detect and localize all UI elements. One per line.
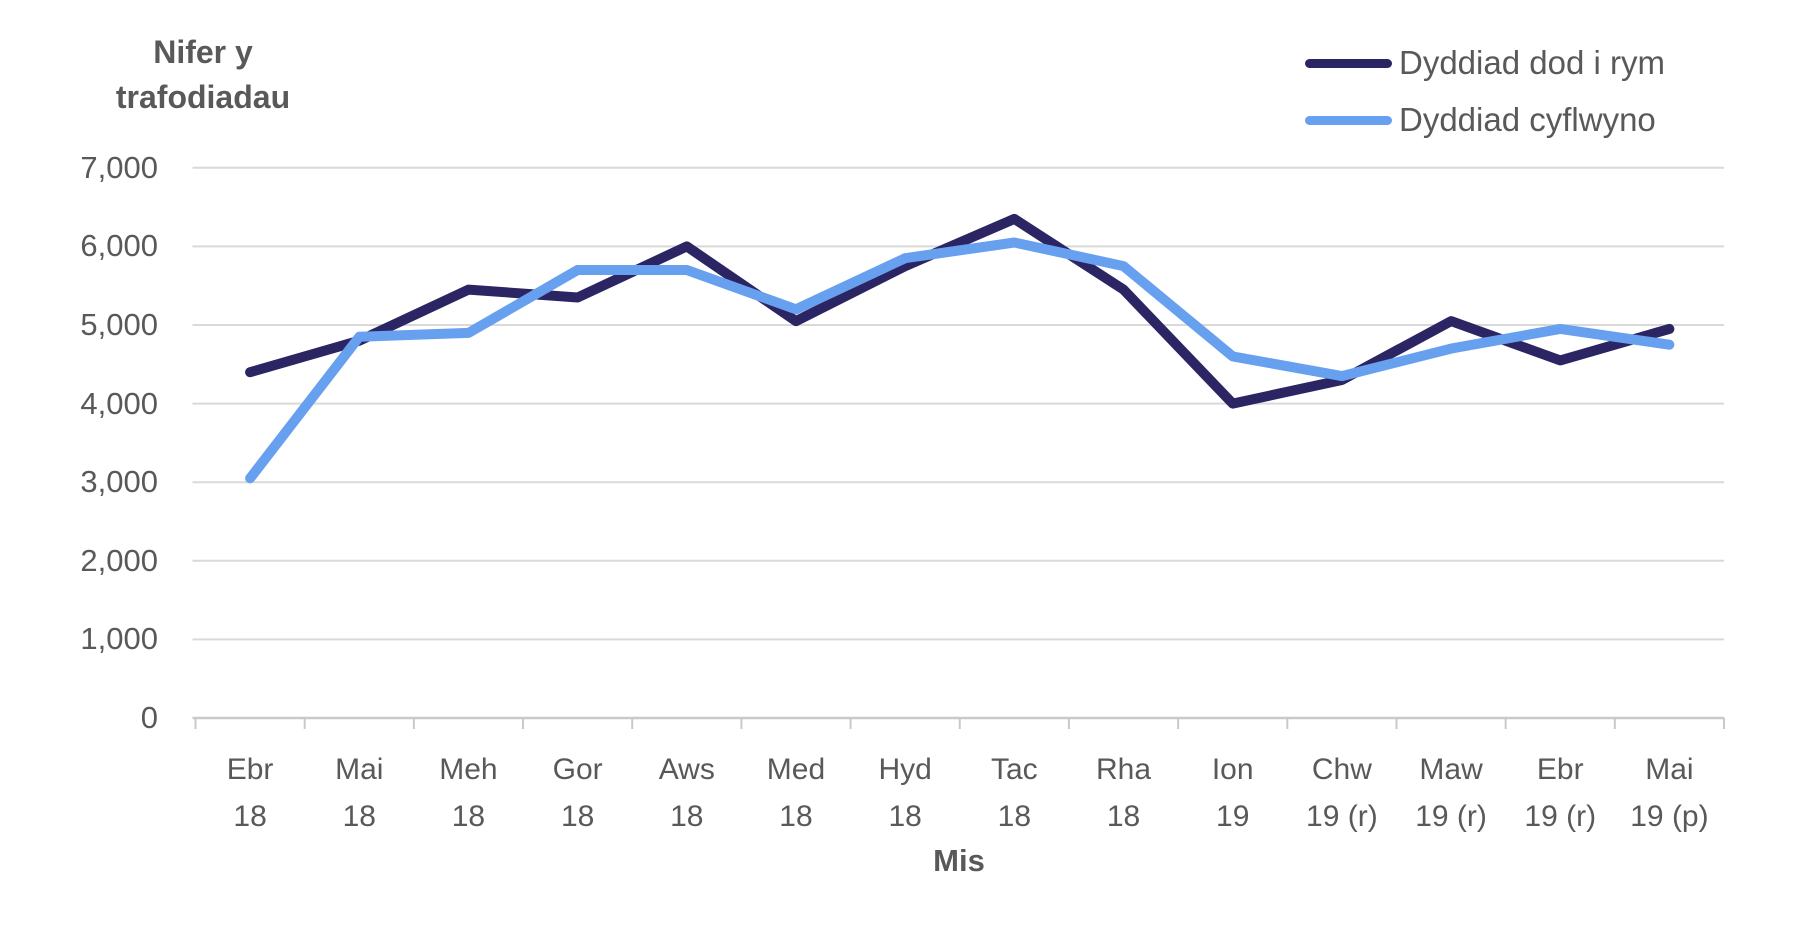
x-tick-label: Tac 18 (991, 753, 1038, 833)
y-axis-title: Nifer y trafodiadau (115, 34, 291, 115)
y-tick-label: 2,000 (80, 542, 158, 578)
y-tick-label: 3,000 (80, 464, 158, 500)
legend-line-swatch (1305, 115, 1392, 125)
x-tick-label: Rha 18 (1095, 753, 1152, 833)
x-tick-label: Chw 19 (r) (1306, 753, 1378, 833)
y-tick-label: 1,000 (80, 621, 158, 657)
x-tick-label: Hyd 18 (878, 753, 932, 833)
y-tick-label: 6,000 (80, 228, 158, 264)
x-tick-label: Maw 19 (r) (1415, 753, 1487, 833)
series-line-2 (245, 237, 1675, 484)
legend-item-2: Dyddiad cyflwyno (1305, 102, 1656, 138)
x-tick-label: Ion 19 (1211, 753, 1254, 833)
y-tick-label: 7,000 (80, 149, 158, 185)
y-tick-label: 5,000 (80, 307, 158, 342)
y-tick-label: 4,000 (80, 385, 158, 421)
y-tick-label: 0 (140, 700, 158, 735)
x-axis-title: Mis (933, 843, 985, 878)
legend-line-swatch (1305, 58, 1392, 68)
x-tick-label: Meh 18 (439, 753, 498, 833)
legend-item-1: Dyddiad dod i rym (1305, 45, 1665, 81)
legend-label: Dyddiad dod i rym (1399, 44, 1665, 81)
x-tick-label: Gor 18 (552, 753, 603, 833)
x-tick-label: Mai 18 (335, 753, 384, 833)
series-line-1 (245, 213, 1675, 409)
x-tick-label: Aws 18 (658, 753, 715, 833)
x-tick-label: Ebr 19 (r) (1524, 753, 1597, 833)
x-tick-label: Ebr 18 (226, 753, 274, 833)
x-tick-label: Mai 19 (p) (1630, 753, 1709, 833)
legend: Dyddiad dod i rym Dyddiad cyflwyno (0, 0, 1799, 150)
legend-label: Dyddiad cyflwyno (1399, 101, 1656, 138)
x-tick-label: Med 18 (766, 753, 826, 833)
